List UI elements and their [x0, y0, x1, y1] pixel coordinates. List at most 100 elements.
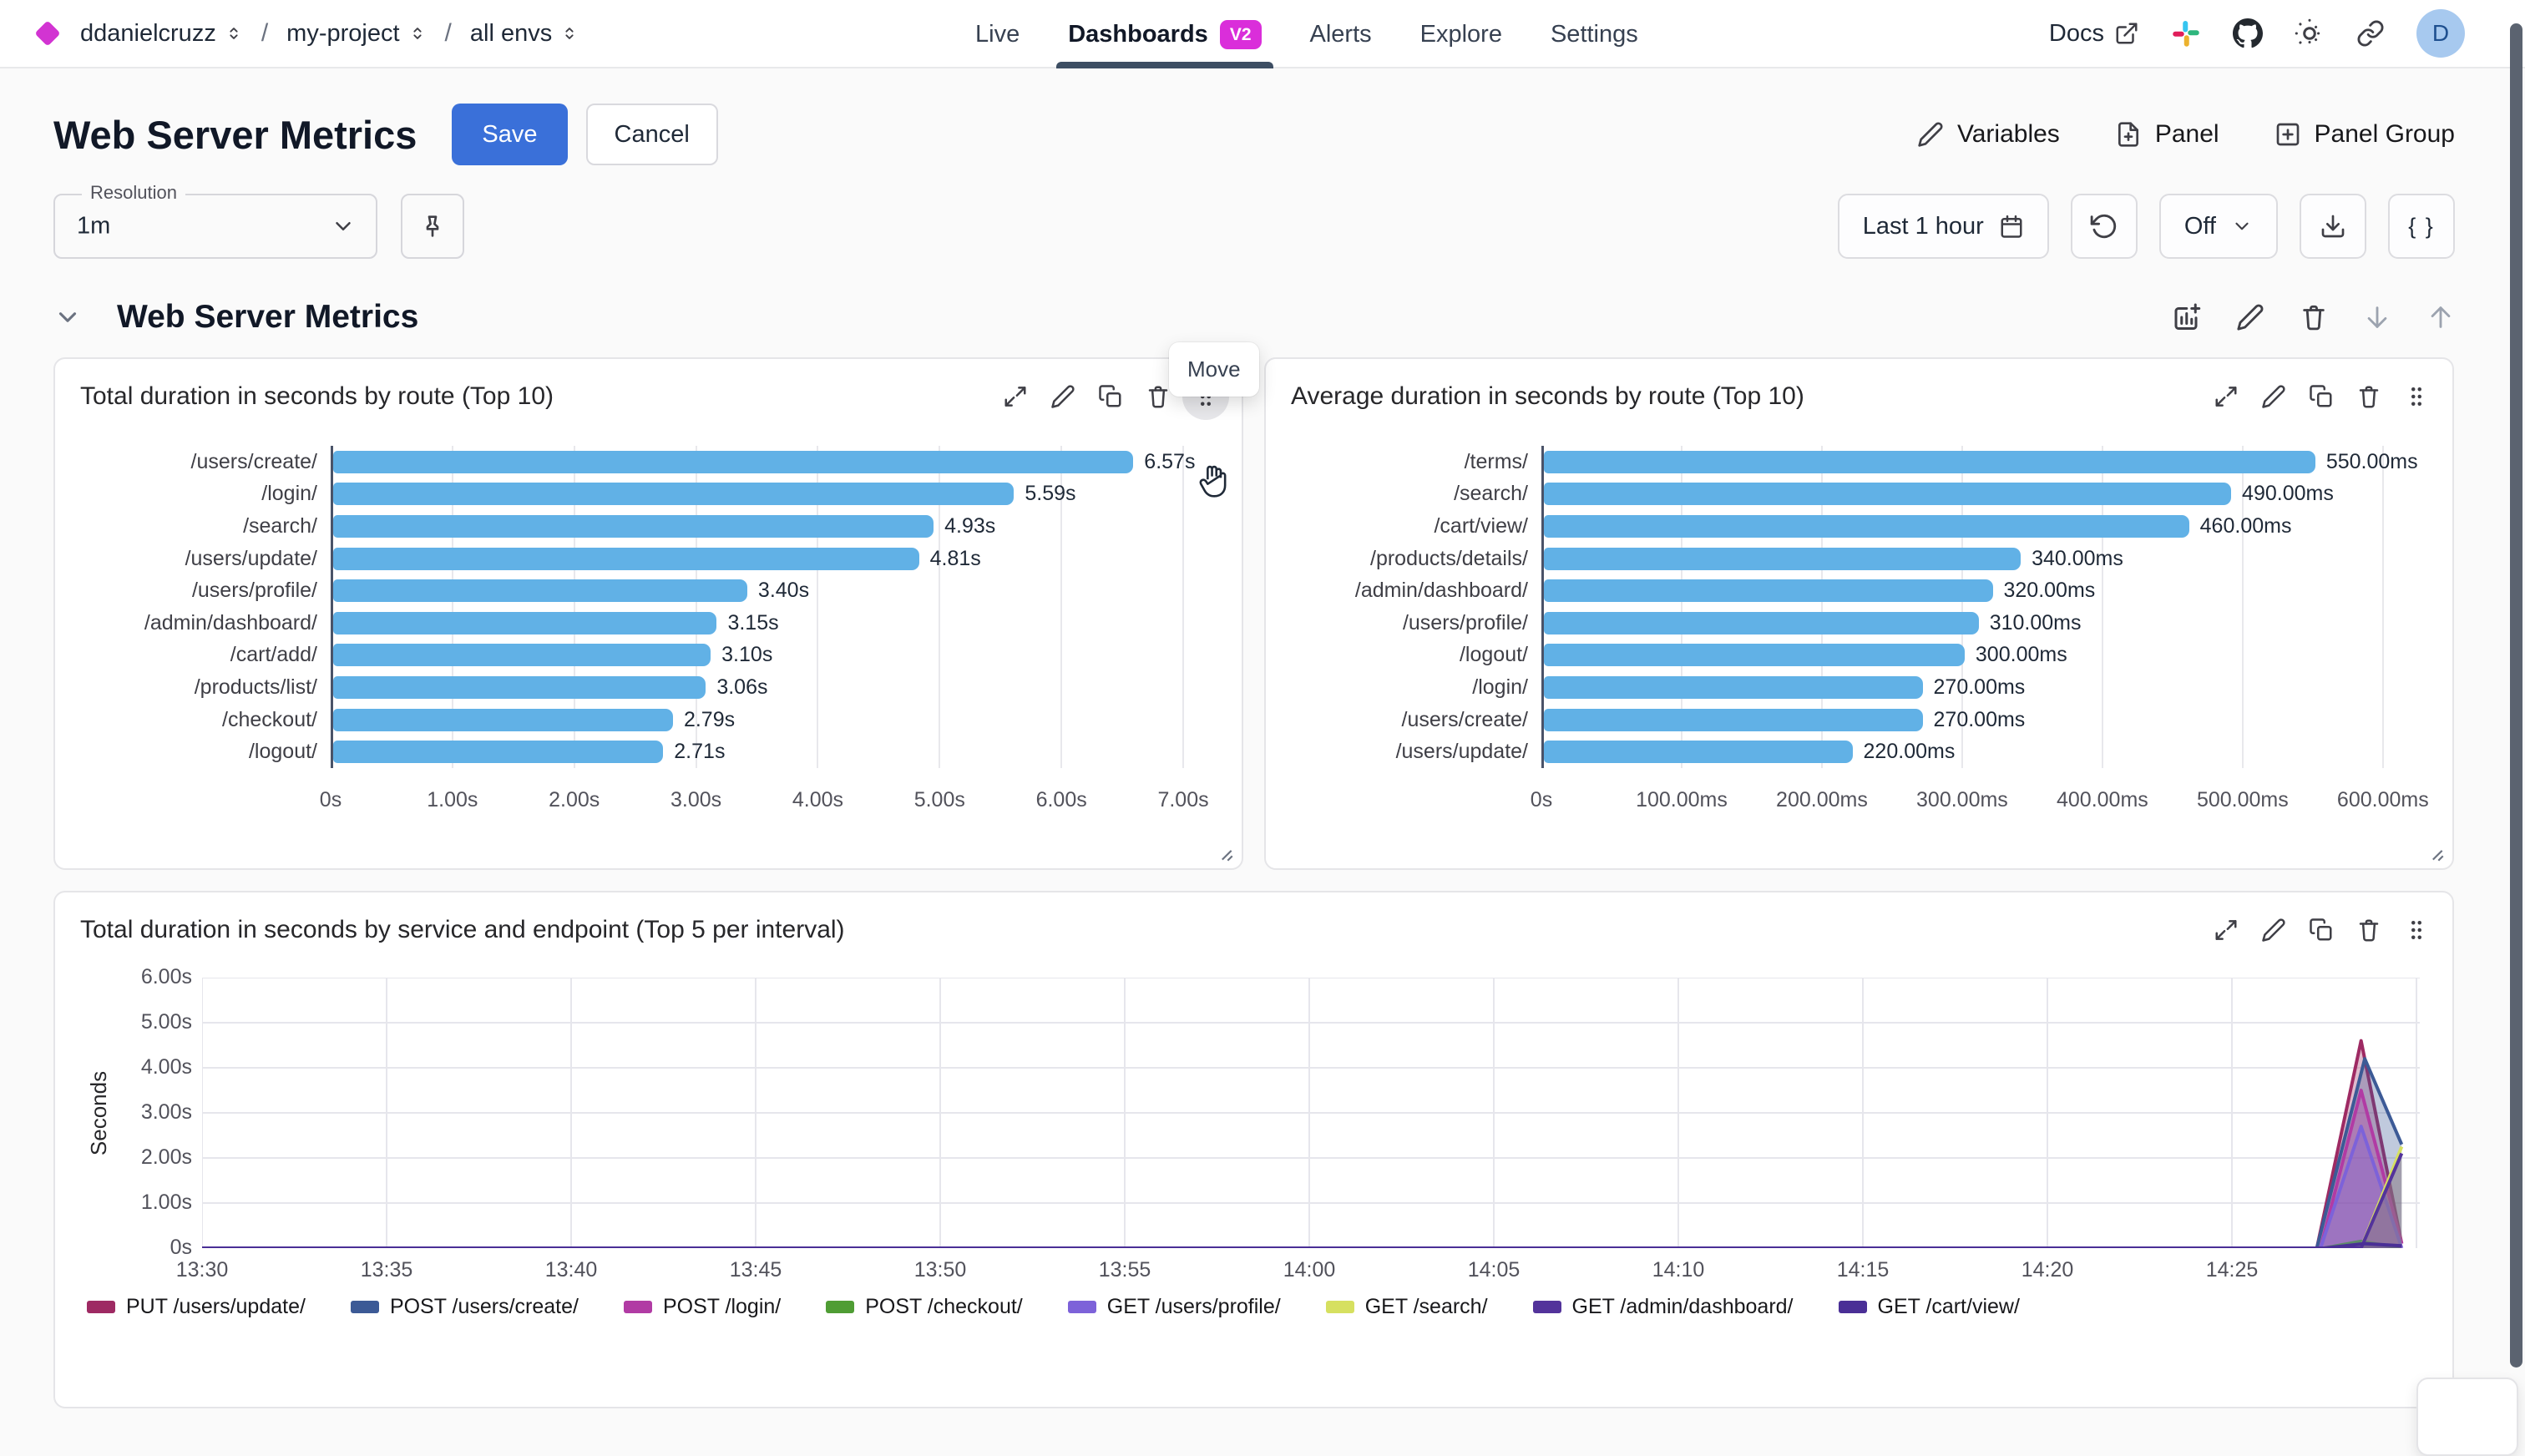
bar[interactable] [333, 741, 664, 764]
move-group-down-button[interactable] [2363, 303, 2391, 331]
bar-row[interactable]: /checkout/2.79s [80, 704, 1218, 736]
add-panel-group-button[interactable]: Panel Group [2275, 120, 2455, 149]
variables-button[interactable]: Variables [1917, 120, 2060, 149]
scrollbar-thumb[interactable] [2510, 23, 2522, 1368]
bar[interactable] [333, 611, 717, 634]
bar-row[interactable]: /cart/add/3.10s [80, 640, 1218, 672]
theme-sun-icon[interactable] [2295, 18, 2325, 48]
pin-resolution-button[interactable] [401, 194, 464, 259]
bar-row[interactable]: /admin/dashboard/3.15s [80, 607, 1218, 640]
bar[interactable] [333, 579, 747, 603]
bar-row[interactable]: /admin/dashboard/320.00ms [1291, 574, 2429, 607]
bar[interactable] [1544, 675, 1923, 699]
breadcrumb-org[interactable]: ddanielcruzz [80, 20, 243, 48]
resize-handle-icon[interactable] [2424, 842, 2446, 863]
bar-row[interactable]: /users/update/4.81s [80, 543, 1218, 575]
breadcrumb-project[interactable]: my-project [286, 20, 426, 48]
timeseries-plot[interactable] [202, 978, 2420, 1248]
bar-row[interactable]: /login/270.00ms [1291, 671, 2429, 704]
expand-panel-button[interactable] [2214, 384, 2239, 409]
bar[interactable] [1544, 644, 1965, 667]
bar-row[interactable]: /login/5.59s [80, 478, 1218, 511]
bar-row[interactable]: /search/4.93s [80, 510, 1218, 543]
edit-panel-button[interactable] [1050, 384, 1075, 409]
bar-row[interactable]: /logout/2.71s [80, 736, 1218, 768]
legend-item[interactable]: POST /checkout/ [826, 1295, 1023, 1319]
top-bar: ddanielcruzz / my-project / all envs Liv… [0, 0, 2525, 68]
bar-row[interactable]: /products/list/3.06s [80, 671, 1218, 704]
breadcrumb-env[interactable]: all envs [470, 20, 579, 48]
bar-row[interactable]: /users/create/6.57s [80, 446, 1218, 478]
legend-item[interactable]: GET /admin/dashboard/ [1532, 1295, 1794, 1319]
docs-link[interactable]: Docs [2049, 20, 2139, 48]
legend-item[interactable]: GET /cart/view/ [1838, 1295, 2020, 1319]
add-panel-button[interactable]: Panel [2115, 120, 2219, 149]
bar-row[interactable]: /cart/view/460.00ms [1291, 510, 2429, 543]
delete-panel-button[interactable] [1146, 384, 1171, 409]
auto-refresh-select[interactable]: Off [2158, 194, 2278, 259]
edit-panel-button[interactable] [2261, 918, 2286, 943]
slack-icon[interactable] [2171, 18, 2201, 48]
legend-item[interactable]: GET /users/profile/ [1067, 1295, 1281, 1319]
bar[interactable] [1544, 547, 2022, 570]
bar[interactable] [1544, 483, 2232, 506]
bar[interactable] [1544, 514, 2189, 538]
collapse-chevron-icon[interactable] [53, 303, 82, 331]
bar[interactable] [1544, 450, 2315, 473]
bar-row[interactable]: /users/create/270.00ms [1291, 704, 2429, 736]
resolution-select[interactable]: Resolution 1m [53, 182, 377, 259]
delete-panel-button[interactable] [2356, 384, 2381, 409]
bar[interactable] [333, 483, 1015, 506]
bar-row[interactable]: /search/490.00ms [1291, 478, 2429, 511]
bar-row[interactable]: /logout/300.00ms [1291, 640, 2429, 672]
add-chart-to-group-button[interactable] [2171, 302, 2201, 332]
bar-row[interactable]: /products/details/340.00ms [1291, 543, 2429, 575]
share-link-icon[interactable] [2356, 19, 2385, 48]
github-icon[interactable] [2233, 18, 2263, 48]
bar[interactable] [1544, 708, 1923, 731]
nav-tab-dashboards[interactable]: Dashboards V2 [1056, 0, 1273, 68]
save-button[interactable]: Save [452, 104, 568, 165]
legend-item[interactable]: POST /users/create/ [350, 1295, 579, 1319]
json-view-button[interactable]: { } [2388, 194, 2455, 259]
nav-tab-alerts[interactable]: Alerts [1310, 0, 1372, 68]
resize-handle-icon[interactable] [1213, 842, 1235, 863]
avatar[interactable]: D [2416, 9, 2465, 58]
floating-corner-button[interactable] [2416, 1378, 2518, 1456]
bar[interactable] [333, 644, 711, 667]
expand-panel-button[interactable] [1003, 384, 1028, 409]
nav-tab-live[interactable]: Live [975, 0, 1020, 68]
bar[interactable] [1544, 579, 1993, 603]
nav-tab-settings[interactable]: Settings [1551, 0, 1638, 68]
delete-group-button[interactable] [2300, 303, 2328, 331]
refresh-button[interactable] [2070, 194, 2138, 259]
bar-row[interactable]: /terms/550.00ms [1291, 446, 2429, 478]
move-group-up-button[interactable] [2426, 303, 2455, 331]
bar[interactable] [333, 514, 934, 538]
bar[interactable] [333, 708, 673, 731]
bar[interactable] [1544, 741, 1853, 764]
nav-tab-explore[interactable]: Explore [1420, 0, 1502, 68]
drag-handle[interactable] [2404, 384, 2429, 409]
legend-item[interactable]: PUT /users/update/ [87, 1295, 306, 1319]
bar-row[interactable]: /users/profile/310.00ms [1291, 607, 2429, 640]
duplicate-panel-button[interactable] [1098, 384, 1123, 409]
delete-panel-button[interactable] [2356, 918, 2381, 943]
download-button[interactable] [2300, 194, 2366, 259]
bar[interactable] [333, 547, 919, 570]
bar-row[interactable]: /users/profile/3.40s [80, 574, 1218, 607]
expand-panel-button[interactable] [2214, 918, 2239, 943]
edit-panel-button[interactable] [2261, 384, 2286, 409]
drag-handle[interactable] [2404, 918, 2429, 943]
time-range-button[interactable]: Last 1 hour [1837, 194, 2049, 259]
cancel-button[interactable]: Cancel [585, 104, 718, 165]
legend-item[interactable]: GET /search/ [1325, 1295, 1488, 1319]
edit-group-button[interactable] [2236, 303, 2264, 331]
bar[interactable] [333, 450, 1134, 473]
duplicate-panel-button[interactable] [2309, 384, 2334, 409]
duplicate-panel-button[interactable] [2309, 918, 2334, 943]
bar[interactable] [1544, 611, 1979, 634]
bar-row[interactable]: /users/update/220.00ms [1291, 736, 2429, 768]
bar[interactable] [333, 675, 706, 699]
legend-item[interactable]: POST /login/ [623, 1295, 781, 1319]
